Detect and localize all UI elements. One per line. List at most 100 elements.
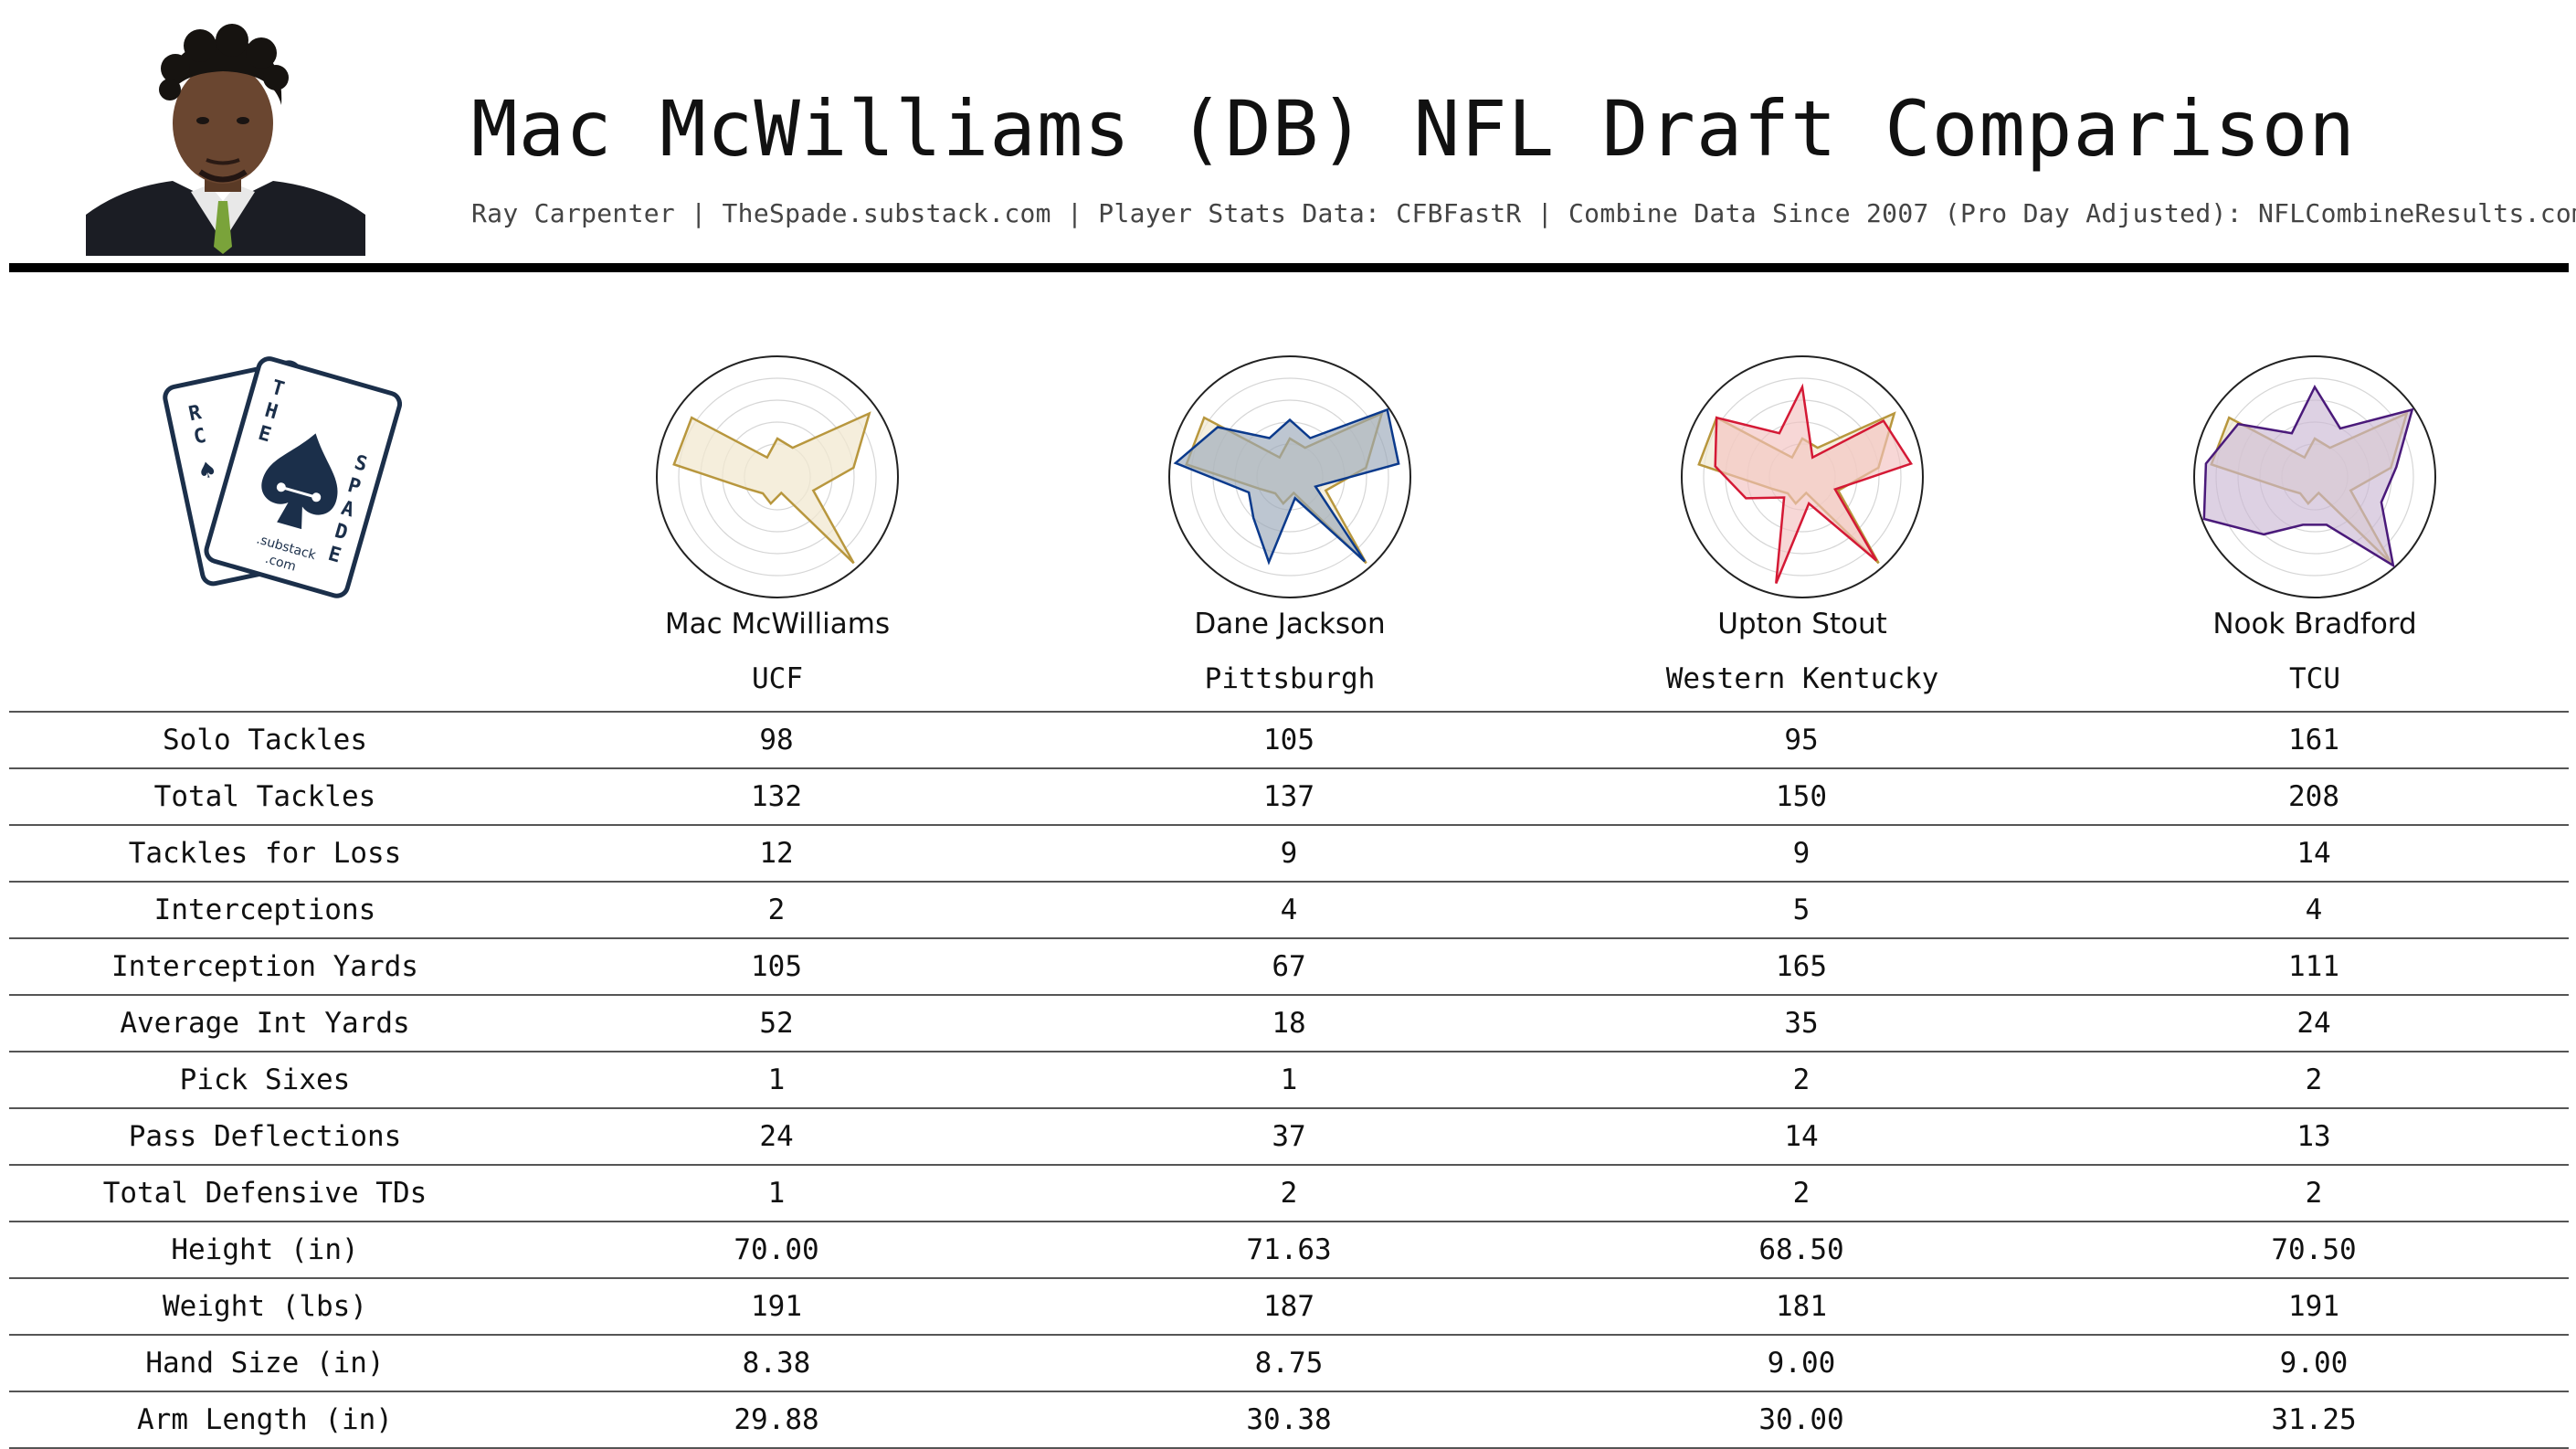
stat-value: 67	[1272, 950, 1306, 983]
stat-value: 70.00	[734, 1233, 819, 1266]
table-row: Average Int Yards 52 18 35 24	[9, 994, 2569, 1051]
stat-value: 68.50	[1758, 1233, 1844, 1266]
logo-letters-top: THE	[256, 376, 287, 448]
table-row: Height (in) 70.00 71.63 68.50 70.50	[9, 1221, 2569, 1277]
table-row: Weight (lbs) 191 187 181 191	[9, 1277, 2569, 1334]
stat-label: Pick Sixes	[179, 1063, 351, 1096]
stat-value: 132	[751, 780, 802, 813]
player-name-upton-stout: Upton Stout	[1717, 608, 1887, 640]
stat-value: 2	[2305, 1177, 2323, 1210]
stat-label: Interception Yards	[111, 950, 418, 983]
stat-value: 52	[759, 1007, 794, 1040]
stat-value: 1	[767, 1063, 786, 1096]
table-row: Total Tackles 132 137 150 208	[9, 767, 2569, 824]
player-name-nook-bradford: Nook Bradford	[2212, 608, 2417, 640]
stat-value: 1	[767, 1177, 786, 1210]
stat-value: 2	[1792, 1177, 1811, 1210]
stat-value: 2	[2305, 1063, 2323, 1096]
stat-value: 191	[2288, 1290, 2339, 1323]
radar-grid-ring	[1190, 377, 1389, 576]
radar-outer-ring	[1681, 355, 1924, 598]
radar-chart-dane-jackson	[1168, 355, 1411, 598]
stat-label: Total Defensive TDs	[102, 1177, 428, 1210]
stat-value: 30.38	[1246, 1403, 1332, 1436]
radar-series-mac-mcwilliams	[672, 411, 871, 565]
stat-value: 14	[2296, 837, 2331, 870]
player-name-dane-jackson: Dane Jackson	[1194, 608, 1386, 640]
stat-value: 4	[2305, 894, 2323, 926]
stat-label: Arm Length (in)	[137, 1403, 393, 1436]
table-row: Tackles for Loss 12 9 9 14	[9, 824, 2569, 881]
player-headshot	[86, 18, 365, 256]
table-row: Arm Length (in) 29.88 30.38 30.00 31.25	[9, 1391, 2569, 1449]
radar-outer-ring	[656, 355, 899, 598]
stat-value: 1	[1280, 1063, 1298, 1096]
stat-value: 208	[2288, 780, 2339, 813]
player-name-mac-mcwilliams: Mac McWilliams	[664, 608, 891, 640]
table-row: Pick Sixes 1 1 2 2	[9, 1051, 2569, 1107]
header-divider	[9, 263, 2569, 272]
radar-outer-ring	[1168, 355, 1411, 598]
page-title: Mac McWilliams (DB) NFL Draft Comparison	[471, 84, 2356, 174]
stat-value: 37	[1272, 1120, 1306, 1153]
radar-series-upton-stout	[1714, 383, 1914, 584]
stat-value: 2	[1792, 1063, 1811, 1096]
stat-value: 70.50	[2271, 1233, 2357, 1266]
stat-value: 13	[2296, 1120, 2331, 1153]
stat-value: 9	[1792, 837, 1811, 870]
stat-value: 2	[1280, 1177, 1298, 1210]
radar-grid-ring	[678, 377, 877, 576]
stat-value: 29.88	[734, 1403, 819, 1436]
stat-value: 105	[1263, 724, 1314, 756]
stat-value: 165	[1776, 950, 1827, 983]
stat-value: 191	[751, 1290, 802, 1323]
radar-chart-upton-stout	[1681, 355, 1924, 598]
stat-value: 150	[1776, 780, 1827, 813]
page-subtitle: Ray Carpenter | TheSpade.substack.com | …	[471, 198, 2576, 228]
stat-value: 8.38	[742, 1347, 811, 1380]
stat-value: 18	[1272, 1007, 1306, 1040]
stat-value: 8.75	[1254, 1347, 1324, 1380]
stat-label: Tackles for Loss	[128, 837, 402, 870]
stat-label: Average Int Yards	[120, 1007, 410, 1040]
stat-value: 9.00	[2279, 1347, 2349, 1380]
stat-value: 2	[767, 894, 786, 926]
player-school-mac-mcwilliams: UCF	[752, 662, 803, 695]
player-school-upton-stout: Western Kentucky	[1665, 662, 1939, 695]
logo-letters-left: RC	[186, 401, 208, 450]
stat-label: Total Tackles	[153, 780, 376, 813]
stat-value: 4	[1280, 894, 1298, 926]
stat-value: 95	[1784, 724, 1819, 756]
stat-value: 71.63	[1246, 1233, 1332, 1266]
stat-value: 24	[2296, 1007, 2331, 1040]
table-row: Interceptions 2 4 5 4	[9, 881, 2569, 937]
spade-logo: RC ♠ THE SPADE .substack .com	[163, 356, 402, 598]
radar-series-nook-bradford	[2202, 385, 2414, 568]
radar-chart-nook-bradford	[2193, 355, 2436, 598]
stat-value: 111	[2288, 950, 2339, 983]
stat-label: Weight (lbs)	[163, 1290, 367, 1323]
stat-label: Hand Size (in)	[145, 1347, 385, 1380]
radar-outer-ring	[2193, 355, 2436, 598]
stat-value: 35	[1784, 1007, 1819, 1040]
table-row: Solo Tackles 98 105 95 161	[9, 711, 2569, 767]
radar-grid-ring	[700, 399, 855, 555]
table-row: Total Defensive TDs 1 2 2 2	[9, 1164, 2569, 1221]
stat-value: 31.25	[2271, 1403, 2357, 1436]
player-school-nook-bradford: TCU	[2289, 662, 2340, 695]
stat-value: 5	[1792, 894, 1811, 926]
stat-value: 137	[1263, 780, 1314, 813]
stat-value: 30.00	[1758, 1403, 1844, 1436]
spade-icon	[261, 433, 338, 530]
stat-value: 181	[1776, 1290, 1827, 1323]
stat-value: 24	[759, 1120, 794, 1153]
table-row: Hand Size (in) 8.38 8.75 9.00 9.00	[9, 1334, 2569, 1391]
player-school-dane-jackson: Pittsburgh	[1204, 662, 1376, 695]
radar-series-dane-jackson	[1173, 407, 1400, 566]
stat-label: Interceptions	[153, 894, 376, 926]
stat-value: 9	[1280, 837, 1298, 870]
stat-label: Solo Tackles	[163, 724, 367, 756]
stat-value: 98	[759, 724, 794, 756]
stat-label: Height (in)	[171, 1233, 359, 1266]
stat-value: 161	[2288, 724, 2339, 756]
